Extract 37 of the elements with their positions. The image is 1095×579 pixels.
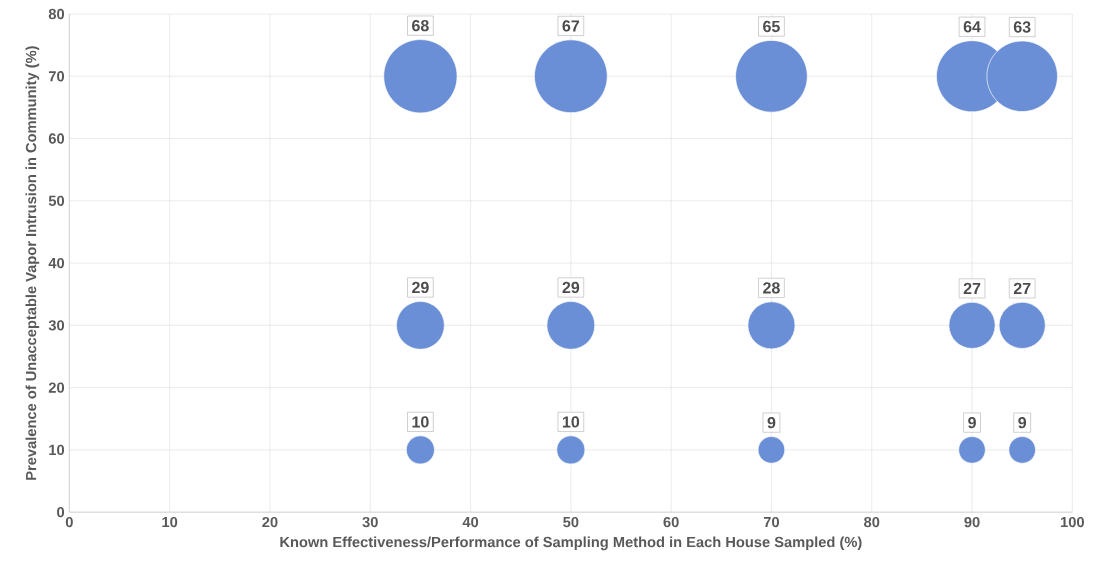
data-label: 64 [963,21,981,33]
x-tick-label: 50 [563,516,579,528]
data-label: 29 [562,281,580,294]
y-axis-title: Prevalence of Unacceptable Vapor Intrusion in Community (%) [25,46,40,480]
data-label: 28 [763,282,780,294]
x-tick-label: 20 [262,516,278,528]
data-label: 29 [412,281,429,294]
x-tick-label: 30 [362,516,378,528]
data-label: 68 [412,20,429,32]
y-tick-label: 80 [48,8,65,20]
data-label: 9 [767,417,776,429]
y-tick-label: 30 [48,320,65,331]
x-tick-label: 40 [462,516,479,528]
y-tick-label: 20 [48,382,65,393]
data-label: 9 [1018,417,1027,429]
data-label: 65 [763,20,780,33]
y-tick-label: 60 [48,133,65,144]
x-tick-label: 70 [763,516,779,528]
x-tick-label: 60 [663,516,679,528]
data-label: 67 [562,20,580,32]
data-label: 10 [412,416,429,428]
x-axis-title: Known Effectiveness/Performance of Sampling Method in Each House Sampled (%) [280,536,862,551]
x-tick-label: 10 [162,516,178,528]
x-tick-label: 100 [1061,516,1084,528]
data-label: 27 [963,282,981,295]
y-tick-label: 50 [48,195,65,207]
data-label: 27 [1013,282,1031,295]
y-tick-label: 10 [49,444,65,456]
data-label: 63 [1013,21,1031,33]
x-tick-label: 0 [65,516,73,528]
data-label: 10 [562,416,580,428]
y-tick-label: 0 [57,507,65,518]
x-tick-label: 90 [964,516,980,528]
y-tick-label: 40 [48,257,65,269]
data-label: 9 [968,417,976,429]
y-tick-label: 70 [48,71,65,82]
x-tick-label: 80 [864,516,880,528]
